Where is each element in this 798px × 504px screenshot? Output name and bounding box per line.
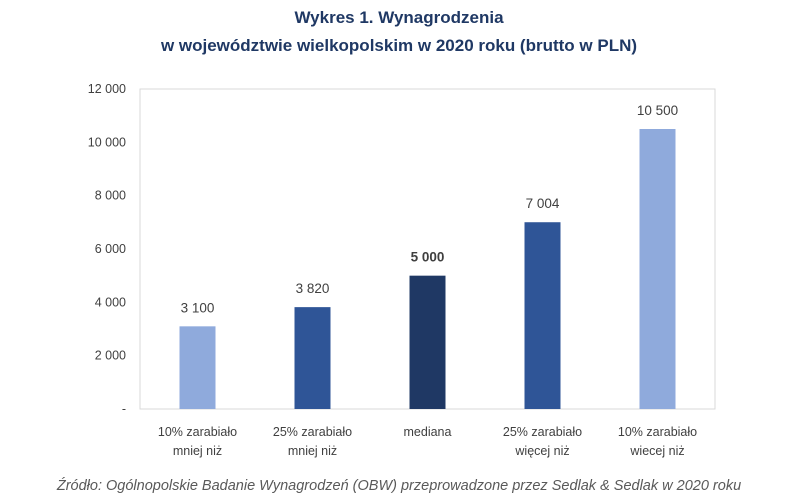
x-category-label: mediana	[404, 425, 452, 439]
y-tick-label: 12 000	[88, 82, 126, 96]
bar	[409, 275, 446, 409]
x-axis-categories: 10% zarabiało mniej niż 25% zarabiało mniej…	[158, 425, 697, 458]
y-tick-label: 10 000	[88, 135, 126, 149]
y-tick-label: 6 000	[95, 242, 126, 256]
chart-title-line2: w województwie wielkopolskim w 2020 roku…	[160, 36, 638, 55]
x-category-label: 25% zarabiało	[273, 425, 352, 439]
bar-value-label: 3 820	[296, 281, 330, 296]
bar	[639, 129, 676, 409]
bar-value-label: 7 004	[526, 196, 560, 211]
x-category-label: mniej niż	[173, 444, 222, 458]
y-tick-label: -	[122, 402, 126, 416]
bar-value-label: 5 000	[411, 250, 445, 265]
bar	[179, 326, 216, 409]
x-category-label: 10% zarabiało	[158, 425, 237, 439]
x-category-label: 25% zarabiało	[503, 425, 582, 439]
source-note: Źródło: Ogólnopolskie Badanie Wynagrodze…	[56, 478, 742, 494]
bar-value-label: 10 500	[637, 103, 678, 118]
x-category-label: mniej niż	[288, 444, 337, 458]
y-axis: - 2 000 4 000 6 000 8 000 10 000 12 000	[88, 82, 126, 416]
bar-series: 3 100 3 820 5 000 7 004 10 500	[179, 103, 678, 409]
y-tick-label: 4 000	[95, 295, 126, 309]
bar-value-label: 3 100	[181, 300, 215, 315]
chart-title-line1: Wykres 1. Wynagrodzenia	[294, 8, 504, 27]
x-category-label: 10% zarabiało	[618, 425, 697, 439]
x-category-label: wiecej niż	[629, 444, 684, 458]
y-tick-label: 8 000	[95, 189, 126, 203]
x-category-label: więcej niż	[514, 444, 569, 458]
y-tick-label: 2 000	[95, 349, 126, 363]
bar	[294, 307, 331, 409]
bar	[524, 222, 561, 409]
